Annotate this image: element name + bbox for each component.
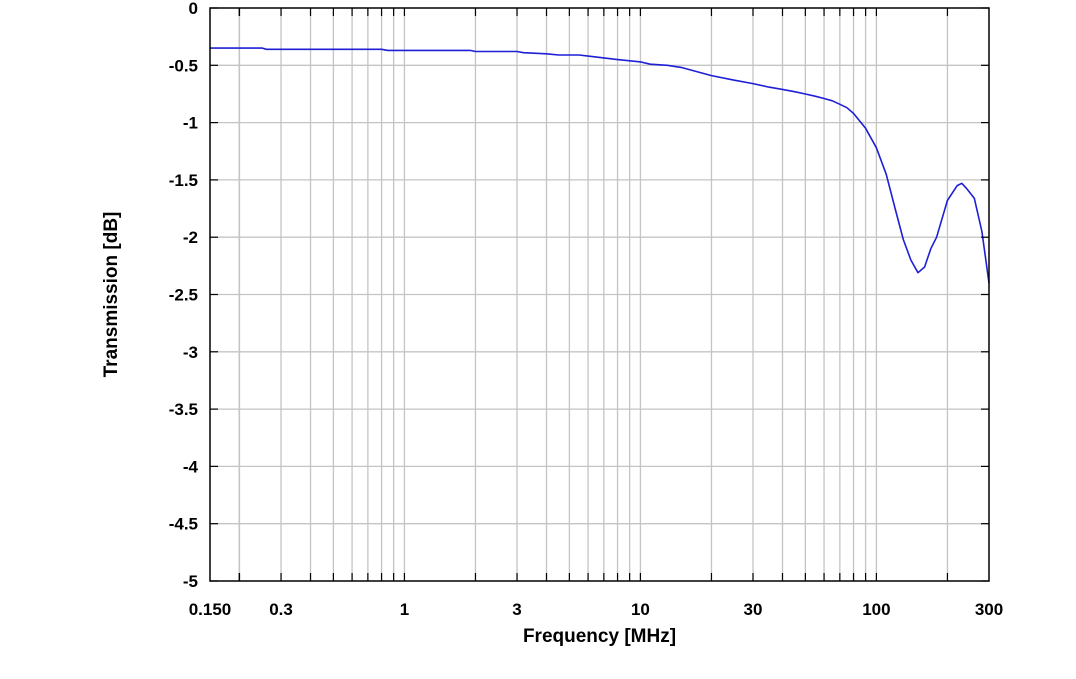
x-tick-label: 0.150 bbox=[189, 600, 232, 619]
series-line bbox=[210, 47, 990, 284]
y-tick-label: -2 bbox=[183, 228, 198, 247]
x-tick-label: 3 bbox=[512, 600, 521, 619]
y-tick-label: -3.5 bbox=[169, 400, 198, 419]
y-tick-label: -5 bbox=[183, 572, 198, 591]
x-tick-label: 300 bbox=[975, 600, 1003, 619]
x-tick-label: 0.3 bbox=[269, 600, 293, 619]
y-tick-label: -4 bbox=[183, 457, 199, 476]
y-tick-labels: 0 -0.5 -1 -1.5 -2 -2.5 -3 -3.5 -4 -4.5 -5 bbox=[169, 0, 199, 591]
y-tick-label: -1 bbox=[183, 114, 198, 133]
y-axis-title: Transmission [dB] bbox=[101, 212, 122, 378]
x-tick-labels: 0.150 0.3 1 3 10 30 100 300 bbox=[189, 600, 1003, 619]
x-tick-label: 10 bbox=[631, 600, 650, 619]
y-tick-label: -1.5 bbox=[169, 171, 198, 190]
y-tick-label: 0 bbox=[189, 0, 198, 18]
x-axis-title: Frequency [MHz] bbox=[523, 626, 676, 647]
y-tick-label: -0.5 bbox=[169, 56, 198, 75]
tick-marks bbox=[210, 7, 989, 582]
y-tick-label: -2.5 bbox=[169, 286, 198, 305]
x-tick-label: 1 bbox=[400, 600, 409, 619]
x-tick-label: 100 bbox=[862, 600, 890, 619]
y-tick-label: -4.5 bbox=[169, 515, 198, 534]
grid-lines bbox=[210, 8, 989, 581]
series-layer bbox=[210, 47, 990, 284]
y-tick-label: -3 bbox=[183, 343, 198, 362]
x-tick-label: 30 bbox=[744, 600, 763, 619]
